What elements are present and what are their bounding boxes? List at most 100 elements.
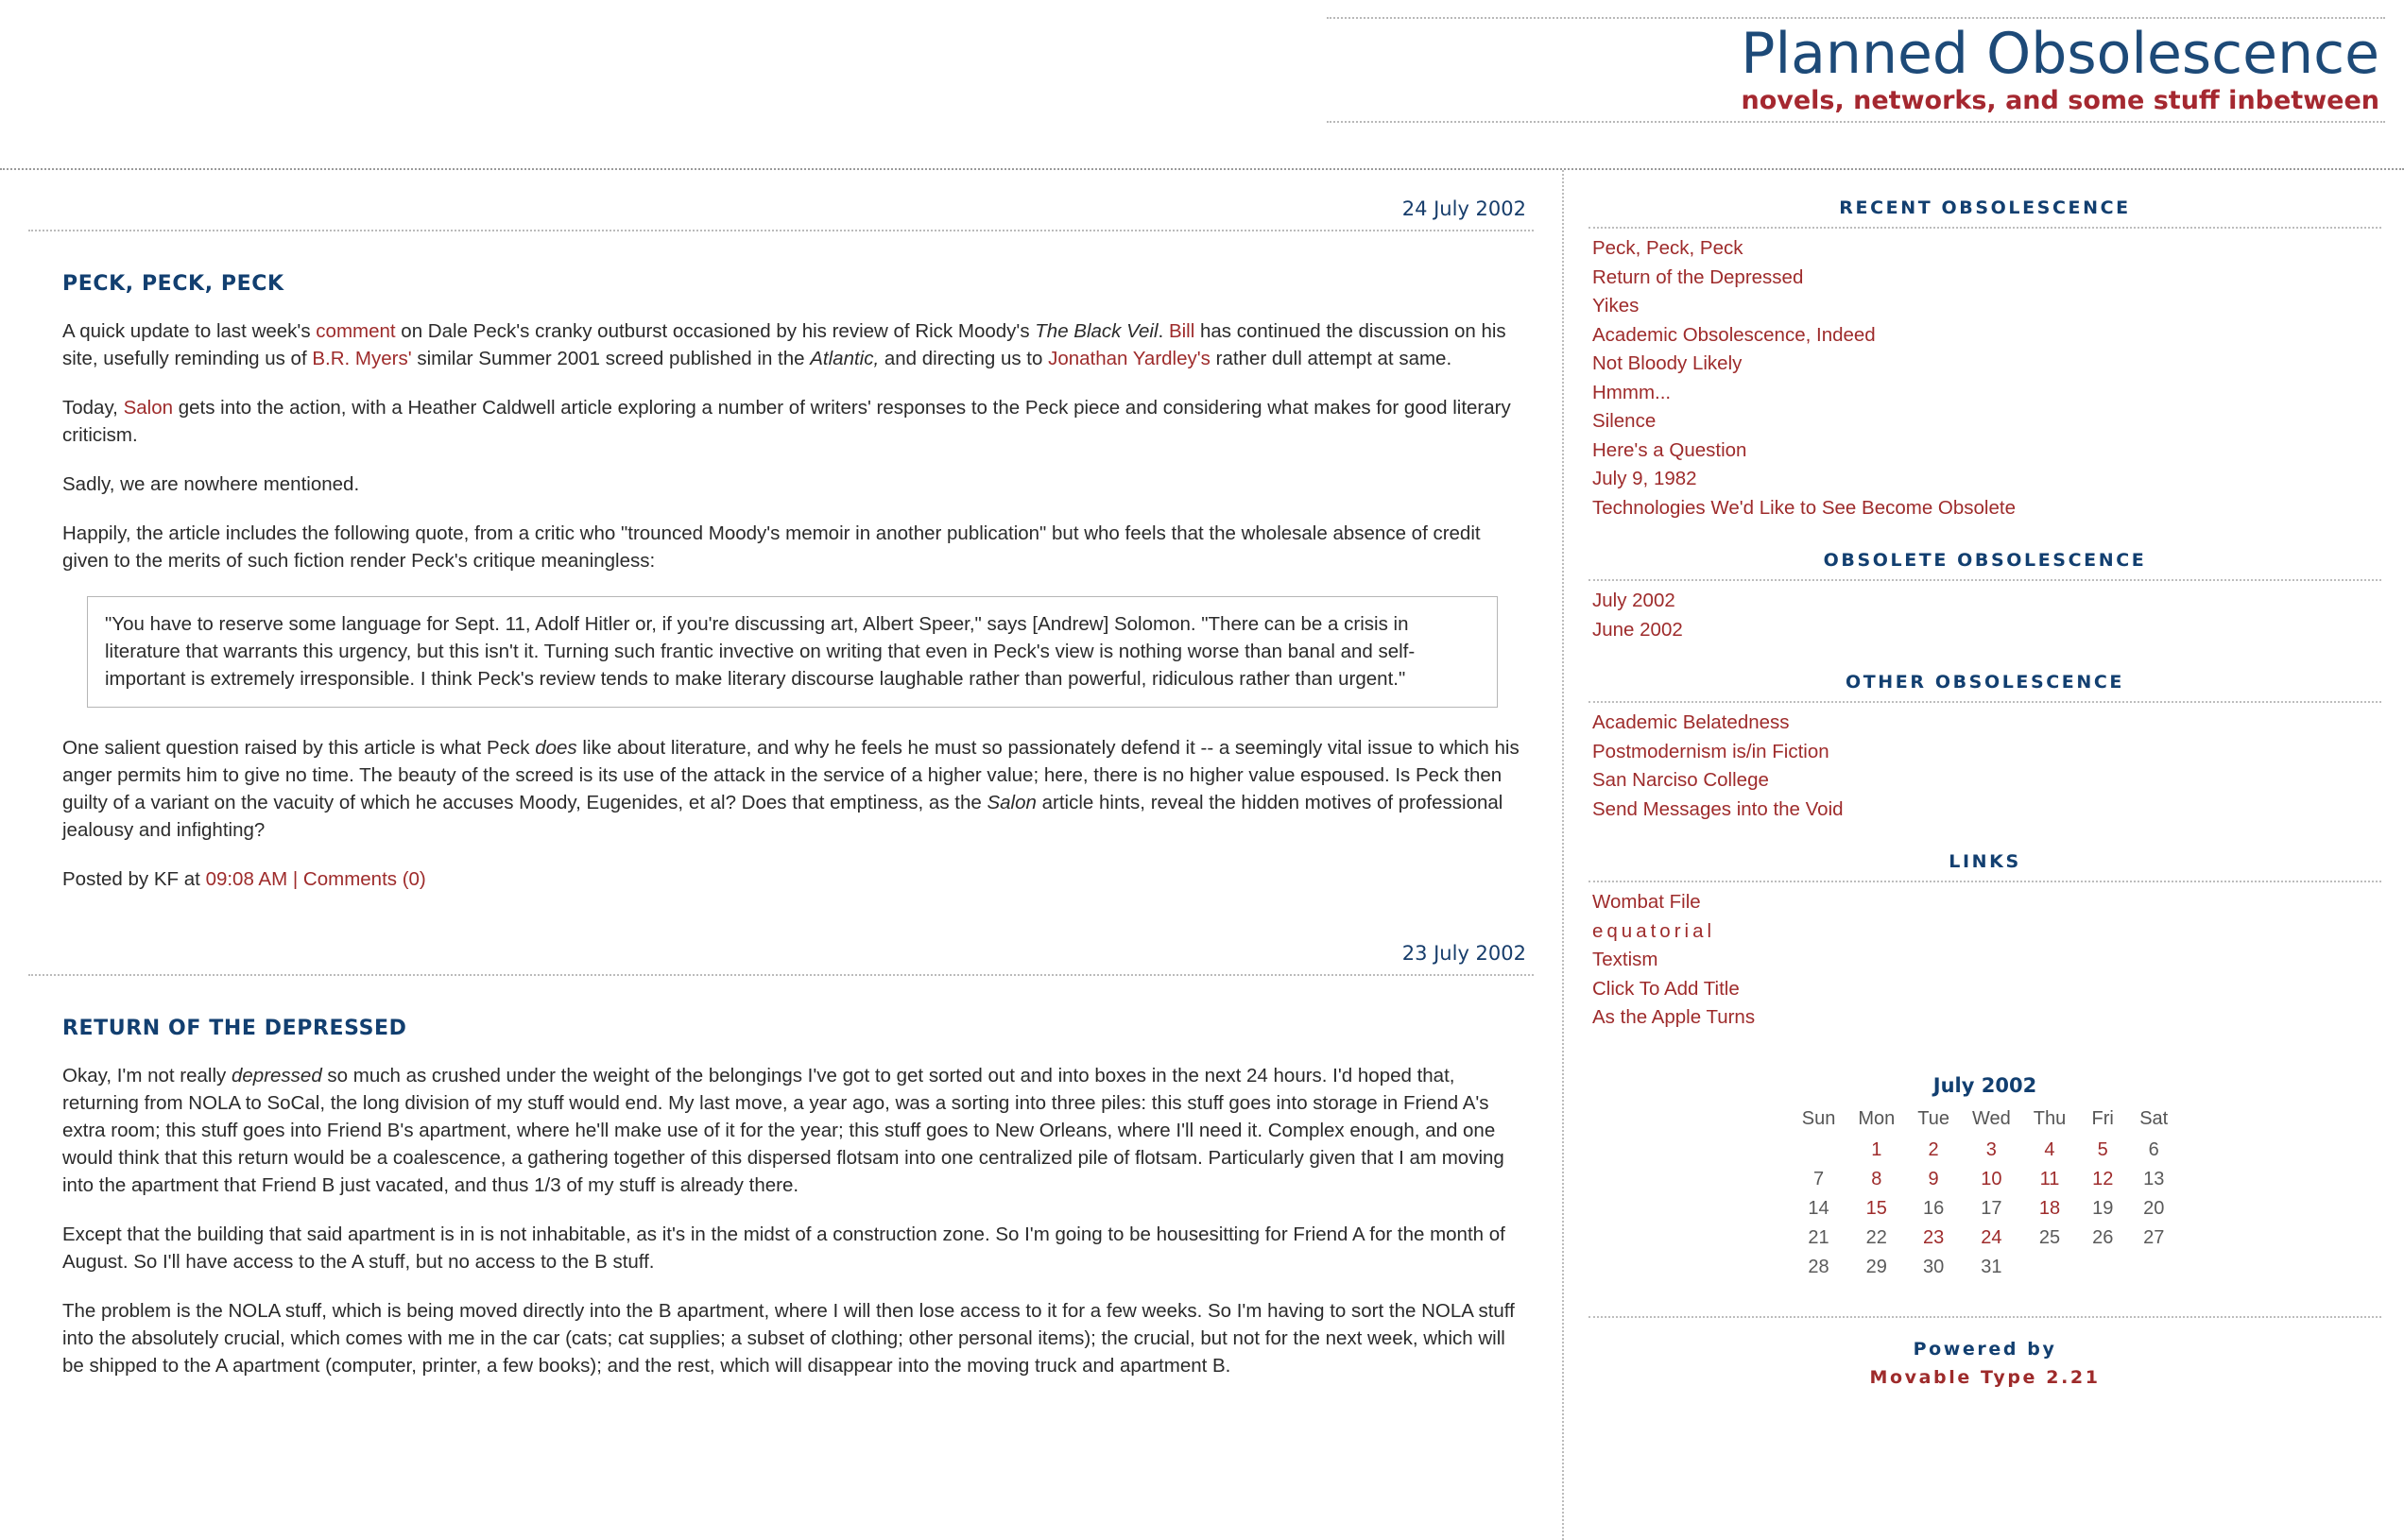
calendar-week-row: 7 8 9 10 11 12 13 [1791, 1165, 2180, 1194]
sidebar-link-recent-4[interactable]: Not Bloody Likely [1592, 352, 1743, 374]
calendar-day-17: 17 [1981, 1197, 2002, 1219]
list-item[interactable]: Peck, Peck, Peck [1592, 234, 2381, 264]
sidebar-link-archive-1[interactable]: June 2002 [1592, 618, 1683, 641]
calendar-day-31: 31 [1981, 1256, 2002, 1277]
entry-paragraph-4: Happily, the article includes the follow… [62, 522, 1481, 572]
calendar-day-link-11[interactable]: 11 [2039, 1168, 2060, 1189]
link-jonathan-yardley[interactable]: Jonathan Yardley's [1048, 348, 1211, 369]
list-item[interactable]: Yikes [1592, 292, 2381, 321]
sidebar-list-links: Wombat File equatorial Textism Click To … [1588, 888, 2381, 1033]
calendar-day-link-9[interactable]: 9 [1928, 1168, 1939, 1189]
entry-title-return: Return of the Depressed [62, 1017, 407, 1040]
list-item[interactable]: July 2002 [1592, 587, 2381, 616]
list-item[interactable]: Wombat File [1592, 888, 2381, 917]
sidebar-link-archive-0[interactable]: July 2002 [1592, 590, 1675, 611]
list-item[interactable]: As the Apple Turns [1592, 1003, 2381, 1033]
sidebar-link-recent-7[interactable]: Here's a Question [1592, 438, 1747, 461]
calendar-day-link-23[interactable]: 23 [1922, 1226, 1945, 1248]
sidebar-link-other-1[interactable]: Postmodernism is/in Fiction [1592, 740, 1829, 762]
calendar-day-7: 7 [1812, 1168, 1825, 1189]
sidebar-link-links-2[interactable]: Textism [1592, 949, 1658, 970]
text-run: rather dull attempt at same. [1210, 348, 1452, 369]
list-item[interactable]: Postmodernism is/in Fiction [1592, 738, 2381, 767]
calendar-day-link-1[interactable]: 1 [1871, 1138, 1882, 1160]
sidebar-link-links-4[interactable]: As the Apple Turns [1592, 1006, 1756, 1028]
calendar-day-link-4[interactable]: 4 [2044, 1138, 2055, 1160]
list-item[interactable]: Technologies We'd Like to See Become Obs… [1592, 494, 2381, 523]
list-item[interactable]: Not Bloody Likely [1592, 350, 2381, 379]
calendar-day-link-24[interactable]: 24 [1981, 1226, 2002, 1248]
sidebar-link-other-3[interactable]: Send Messages into the Void [1592, 797, 1844, 820]
sidebar-list-archives: July 2002 June 2002 [1588, 587, 2381, 644]
list-item[interactable]: Return of the Depressed [1592, 264, 2381, 293]
calendar-weekday-mon: Mon [1858, 1107, 1896, 1129]
calendar-weekday-sat: Sat [2139, 1107, 2169, 1129]
site-banner: Planned Obsolescence novels, networks, a… [0, 0, 2404, 170]
entry-paragraph-3: Sadly, we are nowhere mentioned. [62, 473, 360, 495]
link-bill[interactable]: Bill [1168, 320, 1195, 342]
calendar-day-link-18[interactable]: 18 [2038, 1197, 2061, 1219]
list-item[interactable]: Here's a Question [1592, 436, 2381, 466]
permalink-time[interactable]: 09:08 AM [205, 868, 288, 890]
calendar-week-row: 14 15 16 17 18 19 20 [1791, 1194, 2180, 1223]
list-item[interactable]: Send Messages into the Void [1592, 796, 2381, 825]
sidebar-section-links: Links Wombat File equatorial Textism Cli… [1566, 824, 2404, 1033]
calendar-day-empty [2022, 1253, 2077, 1282]
list-item[interactable]: Click To Add Title [1592, 975, 2381, 1004]
calendar-day-link-2[interactable]: 2 [1928, 1138, 1939, 1160]
text-run: A quick update to last week's [62, 320, 317, 342]
calendar-day-link-10[interactable]: 10 [1981, 1168, 2002, 1189]
calendar-week-row: 21 22 23 24 25 26 27 [1791, 1223, 2180, 1253]
calendar-day-link-5[interactable]: 5 [2097, 1138, 2108, 1160]
sidebar-heading-links: Links [1949, 851, 2021, 872]
sidebar-link-recent-8[interactable]: July 9, 1982 [1592, 468, 1697, 489]
calendar-day-link-3[interactable]: 3 [1985, 1138, 1997, 1160]
calendar-day-empty [2128, 1253, 2179, 1282]
sidebar-link-other-0[interactable]: Academic Belatedness [1592, 711, 1790, 733]
sidebar-link-recent-9[interactable]: Technologies We'd Like to See Become Obs… [1592, 496, 2016, 519]
link-br-myers[interactable]: B.R. Myers' [312, 348, 412, 369]
sidebar-link-links-3[interactable]: Click To Add Title [1592, 977, 1740, 1000]
list-item[interactable]: equatorial [1592, 917, 2381, 947]
list-item[interactable]: Academic Obsolescence, Indeed [1592, 321, 2381, 351]
calendar-day-empty [2077, 1253, 2128, 1282]
sidebar-link-other-2[interactable]: San Narciso College [1592, 769, 1769, 791]
calendar-weekday-sun: Sun [1801, 1107, 1836, 1129]
text-run: One salient question raised by this arti… [62, 737, 536, 759]
date-divider-2 [28, 974, 1534, 976]
list-item[interactable]: Hmmm... [1592, 379, 2381, 408]
sidebar-link-recent-1[interactable]: Return of the Depressed [1592, 265, 1804, 288]
calendar-day-link-15[interactable]: 15 [1865, 1197, 1887, 1219]
sidebar-link-links-1[interactable]: equatorial [1592, 919, 1716, 942]
link-comment[interactable]: comment [316, 320, 396, 342]
calendar-day-21: 21 [1808, 1226, 1829, 1248]
list-item[interactable]: July 9, 1982 [1592, 465, 2381, 494]
list-item[interactable]: June 2002 [1592, 616, 2381, 645]
calendar-week-row: 1 2 3 4 5 6 [1791, 1136, 2180, 1165]
sidebar-link-recent-5[interactable]: Hmmm... [1592, 381, 1672, 403]
sidebar-heading-other: Other Obsolescence [1845, 672, 2125, 693]
sidebar-link-recent-6[interactable]: Silence [1592, 410, 1657, 432]
calendar-day-link-8[interactable]: 8 [1871, 1168, 1882, 1189]
sidebar-divider [1588, 579, 2381, 581]
sidebar-heading-recent: Recent Obsolescence [1839, 197, 2131, 218]
sidebar-link-links-0[interactable]: Wombat File [1592, 891, 1701, 913]
posted-by-label: Posted by KF at [62, 868, 206, 890]
calendar-day-19: 19 [2092, 1197, 2114, 1219]
sidebar-link-recent-2[interactable]: Yikes [1592, 295, 1640, 317]
sidebar-link-recent-0[interactable]: Peck, Peck, Peck [1592, 237, 1743, 259]
list-item[interactable]: Textism [1592, 946, 2381, 975]
list-item[interactable]: San Narciso College [1592, 766, 2381, 796]
sidebar-divider [1588, 701, 2381, 703]
list-item[interactable]: Academic Belatedness [1592, 709, 2381, 738]
calendar-day-link-12[interactable]: 12 [2092, 1168, 2114, 1189]
sidebar-divider [1588, 227, 2381, 229]
content-area: 24 July 2002 Peck, Peck, Peck A quick up… [0, 170, 2404, 1540]
link-salon[interactable]: Salon [123, 397, 174, 419]
list-item[interactable]: Silence [1592, 407, 2381, 436]
comments-link[interactable]: Comments (0) [302, 868, 426, 890]
powered-by-label: Powered by [1913, 1338, 2057, 1360]
sidebar-link-recent-3[interactable]: Academic Obsolescence, Indeed [1592, 323, 1876, 346]
calendar-day-14: 14 [1808, 1197, 1829, 1219]
